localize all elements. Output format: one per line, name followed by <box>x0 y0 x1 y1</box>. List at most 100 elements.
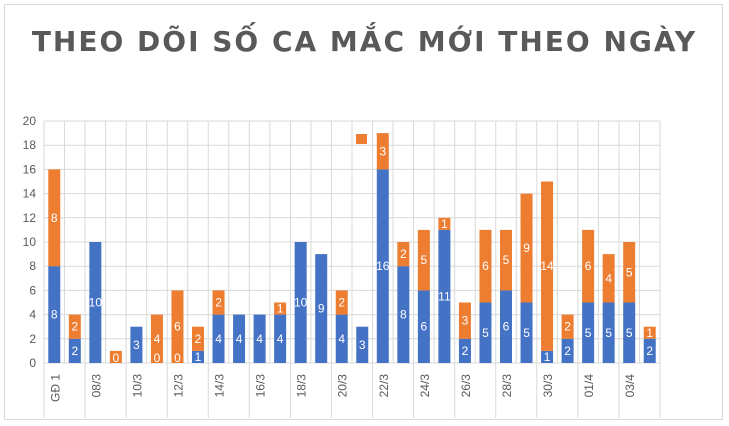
data-label: 10 <box>89 296 103 310</box>
bar-segment <box>68 314 81 339</box>
y-tick-label: 4 <box>29 308 36 322</box>
data-label: 5 <box>482 326 489 340</box>
data-label: 5 <box>626 326 633 340</box>
bar-segment <box>500 229 512 291</box>
bar-segment <box>253 314 266 363</box>
data-label: 3 <box>133 338 140 352</box>
x-tick-label: 28/3 <box>500 374 514 398</box>
data-label: 4 <box>338 332 345 346</box>
data-label: 9 <box>318 302 325 316</box>
x-tick-label: 26/3 <box>459 374 473 398</box>
bar-segment <box>479 302 492 363</box>
data-label: 0 <box>318 242 325 256</box>
x-tick-label: 30/3 <box>541 374 555 398</box>
bar-segment <box>356 326 369 363</box>
x-tick-label: 16/3 <box>254 374 268 398</box>
bar-segment <box>417 290 430 363</box>
y-tick-label: 20 <box>23 114 37 128</box>
data-label: 2 <box>215 296 222 310</box>
y-tick-label: 0 <box>29 356 36 370</box>
bar-segment <box>48 266 61 363</box>
bar-segment <box>623 242 636 303</box>
data-label: 4 <box>236 332 243 346</box>
x-tick-label: 24/3 <box>418 374 432 398</box>
x-tick-label: 14/3 <box>213 374 227 398</box>
data-label: 1 <box>277 302 284 316</box>
bar-segment <box>376 133 389 170</box>
bar-segment <box>130 326 143 363</box>
data-label: 2 <box>71 320 78 334</box>
data-label: 4 <box>277 332 284 346</box>
data-label: 2 <box>195 332 202 346</box>
bar-segment <box>417 229 430 291</box>
bar-segment <box>274 314 287 363</box>
y-tick-label: 2 <box>29 332 36 346</box>
data-label: 6 <box>174 320 181 334</box>
data-label: 9 <box>523 241 530 255</box>
x-tick-label: 01/4 <box>582 374 596 398</box>
data-label: 3 <box>359 338 366 352</box>
bar-segment <box>335 314 348 363</box>
data-label: 4 <box>605 271 612 285</box>
x-tick-label: GĐ 1 <box>48 374 62 402</box>
y-tick-label: 6 <box>29 283 36 297</box>
bar-segment <box>68 338 81 363</box>
legend <box>356 134 367 144</box>
bar-segment <box>458 302 471 339</box>
bar-segment <box>192 326 204 351</box>
data-label: 5 <box>523 326 530 340</box>
bar-segment <box>602 302 615 363</box>
grid-lines <box>43 120 661 418</box>
data-label: 5 <box>605 326 612 340</box>
bar-segment <box>582 302 595 363</box>
data-label: 10 <box>294 296 308 310</box>
data-label: 0 <box>256 303 263 317</box>
data-label: 4 <box>256 332 263 346</box>
data-label: 4 <box>215 332 222 346</box>
y-tick-label: 18 <box>23 138 37 152</box>
bar-segment <box>438 229 451 363</box>
bar-segment <box>541 181 554 351</box>
y-axis-ticks: 0 2 4 6 8 10 12 14 16 18 20 <box>23 114 37 370</box>
data-label: 1 <box>646 326 653 340</box>
bar-segment <box>192 350 204 363</box>
x-tick-label: 08/3 <box>89 374 103 398</box>
bars <box>48 133 656 363</box>
bar-segment <box>643 338 656 363</box>
data-label: 2 <box>71 344 78 358</box>
bar-segment <box>294 242 307 363</box>
bar-segment <box>233 314 246 363</box>
data-label: 0 <box>297 230 304 244</box>
data-label: 0 <box>154 351 161 365</box>
data-label: 1 <box>544 350 551 364</box>
data-label: 6 <box>503 320 510 334</box>
data-label: 0 <box>113 351 120 365</box>
bar-segment <box>376 169 389 363</box>
data-label: 0 <box>359 315 366 329</box>
y-tick-label: 14 <box>23 187 37 201</box>
bar-segment <box>212 290 225 315</box>
x-tick-label: 03/4 <box>623 374 637 398</box>
data-label: 0 <box>236 303 243 317</box>
bar-segment <box>397 266 410 363</box>
data-label: 4 <box>154 332 161 346</box>
bar-segment <box>500 290 512 363</box>
data-label: 0 <box>92 230 99 244</box>
data-label: 0 <box>133 315 140 329</box>
data-label: 6 <box>585 259 592 273</box>
bar-segment <box>561 338 574 363</box>
bar-segment <box>150 314 163 363</box>
data-label: 5 <box>585 326 592 340</box>
data-label: 5 <box>626 265 633 279</box>
x-tick-label: 20/3 <box>336 374 350 398</box>
data-label: 6 <box>421 320 428 334</box>
bar-segment <box>109 350 122 363</box>
data-label: 2 <box>646 344 653 358</box>
data-label: 1 <box>441 217 448 231</box>
bar-segment <box>335 290 348 315</box>
bar-segment <box>520 302 533 363</box>
x-tick-label: 10/3 <box>130 374 144 398</box>
data-label: 14 <box>540 259 554 273</box>
y-tick-label: 12 <box>23 211 37 225</box>
